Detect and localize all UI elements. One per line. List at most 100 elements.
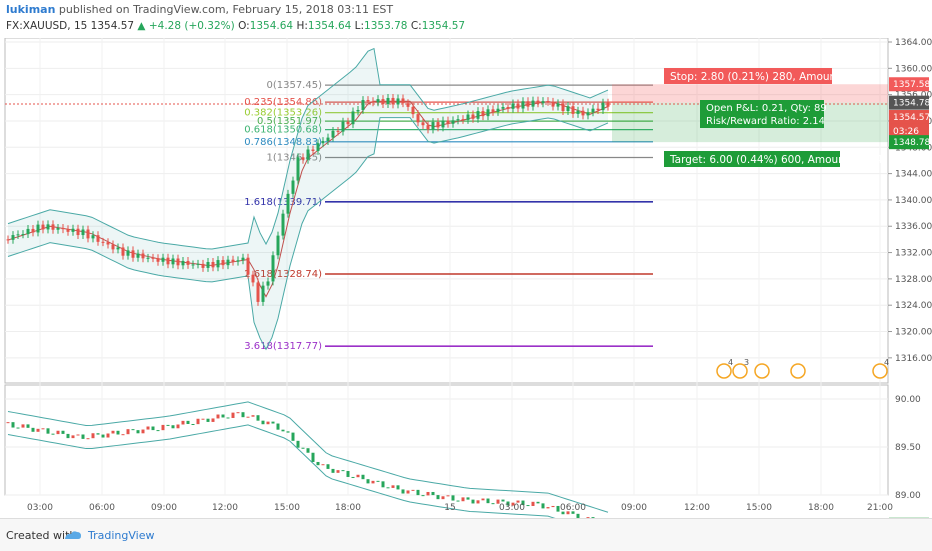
candle-body bbox=[597, 109, 600, 110]
x-tick-label: 15:00 bbox=[746, 503, 772, 513]
x-tick-label: 18:00 bbox=[808, 503, 834, 513]
candle-body bbox=[527, 101, 530, 106]
indicator-candle bbox=[257, 415, 260, 420]
indicator-candle bbox=[502, 500, 505, 502]
candle-body bbox=[472, 114, 475, 118]
indicator-candle bbox=[407, 490, 410, 493]
stop-label: Stop: 2.80 (0.21%) 280, Amount: 750.8 bbox=[670, 71, 877, 83]
candle-body bbox=[227, 260, 230, 265]
candle-body bbox=[412, 107, 415, 114]
indicator-candle bbox=[347, 471, 350, 477]
open-label: O: bbox=[238, 20, 250, 32]
candle-body bbox=[502, 107, 505, 109]
indicator-candle bbox=[302, 448, 305, 449]
indicator-candle bbox=[417, 490, 420, 495]
candle-body bbox=[62, 228, 65, 229]
indicator-candle bbox=[137, 430, 140, 433]
candle-body bbox=[287, 194, 290, 214]
indicator-candle bbox=[157, 430, 160, 431]
x-tick-label: 18:00 bbox=[335, 503, 361, 513]
x-tick-label: 15:00 bbox=[274, 503, 300, 513]
indicator-candle bbox=[107, 433, 110, 437]
candle-body bbox=[7, 239, 10, 240]
indicator-candle bbox=[167, 425, 170, 426]
candle-body bbox=[17, 234, 20, 235]
price-axis[interactable]: 1364.001360.001356.001352.001348.001344.… bbox=[888, 38, 932, 518]
candle-body bbox=[132, 250, 135, 257]
indicator-pane[interactable] bbox=[5, 385, 888, 495]
indicator-candle bbox=[437, 495, 440, 499]
indicator-candle bbox=[42, 428, 45, 429]
candle-body bbox=[282, 214, 285, 236]
candle-body bbox=[507, 107, 510, 109]
tradingview-link[interactable]: TradingView bbox=[88, 529, 154, 542]
author-link[interactable]: lukiman bbox=[6, 3, 55, 16]
x-tick-label: 06:00 bbox=[89, 503, 115, 513]
candle-body bbox=[72, 229, 75, 232]
high-label: H: bbox=[296, 20, 307, 32]
indicator-candle bbox=[32, 428, 35, 432]
candle-body bbox=[122, 247, 125, 255]
indicator-candle bbox=[317, 462, 320, 465]
indicator-candle bbox=[292, 433, 295, 441]
y-tick-label: 1332.00 bbox=[895, 249, 932, 259]
entry-price-label: 1354.78 bbox=[893, 99, 930, 109]
indicator-candle bbox=[182, 421, 185, 425]
low-label: L: bbox=[355, 20, 364, 32]
indicator-candle bbox=[482, 499, 485, 501]
y-tick-label: 1340.00 bbox=[895, 196, 932, 206]
chart-header: lukiman published on TradingView.com, Fe… bbox=[0, 0, 932, 38]
indicator-candle bbox=[537, 502, 540, 504]
candle-body bbox=[182, 261, 185, 265]
price-chart[interactable]: 0(1357.45)0.235(1354.86)0.382(1353.26)0.… bbox=[0, 38, 932, 518]
candle-body bbox=[577, 111, 580, 114]
candle-body bbox=[202, 264, 205, 268]
candle-body bbox=[567, 106, 570, 111]
indicator-candle bbox=[142, 430, 145, 434]
candle-body bbox=[377, 99, 380, 102]
indicator-candle bbox=[422, 495, 425, 496]
candle-body bbox=[342, 122, 345, 132]
indicator-candle bbox=[392, 485, 395, 488]
indicator-candle bbox=[532, 502, 535, 506]
open-value: 1354.64 bbox=[250, 20, 293, 32]
indicator-candle bbox=[307, 448, 310, 453]
symbol-label[interactable]: FX:XAUUSD, 15 bbox=[6, 20, 87, 32]
candle-body bbox=[52, 224, 55, 229]
candle-body bbox=[492, 109, 495, 112]
candle-body bbox=[192, 264, 195, 265]
candle-body bbox=[432, 122, 435, 129]
candle-body bbox=[312, 150, 315, 151]
candle-body bbox=[77, 229, 80, 235]
x-tick-label: 09:00 bbox=[621, 503, 647, 513]
indicator-candle bbox=[57, 431, 60, 434]
indicator-candle bbox=[207, 419, 210, 422]
candle-body bbox=[142, 254, 145, 259]
candle-body bbox=[462, 119, 465, 120]
candle-body bbox=[297, 157, 300, 180]
close-label: C: bbox=[411, 20, 422, 32]
indicator-candle bbox=[267, 422, 270, 425]
indicator-candle bbox=[12, 422, 15, 427]
candle-body bbox=[407, 103, 410, 107]
y-tick-label: 1320.00 bbox=[895, 328, 932, 338]
y-tick-label: 1324.00 bbox=[895, 301, 932, 311]
candle-body bbox=[477, 111, 480, 119]
candle-body bbox=[262, 286, 265, 302]
event-count: 4 bbox=[728, 358, 733, 367]
candle-body bbox=[112, 244, 115, 249]
indicator-candle bbox=[217, 415, 220, 419]
y-tick-label: 1364.00 bbox=[895, 38, 932, 48]
indicator-candle bbox=[212, 418, 215, 421]
ohlc-line: FX:XAUUSD, 15 1354.57 ▲ +4.28 (+0.32%) O… bbox=[6, 20, 465, 32]
indicator-candle bbox=[357, 475, 360, 477]
candle-body bbox=[92, 235, 95, 238]
indicator-candle bbox=[372, 481, 375, 484]
indicator-candle bbox=[477, 500, 480, 503]
published-text: published on TradingView.com, February 1… bbox=[59, 3, 393, 16]
candle-body bbox=[402, 98, 405, 103]
indicator-candle bbox=[322, 464, 325, 465]
candle-body bbox=[562, 103, 565, 111]
indicator-candle bbox=[227, 417, 230, 418]
